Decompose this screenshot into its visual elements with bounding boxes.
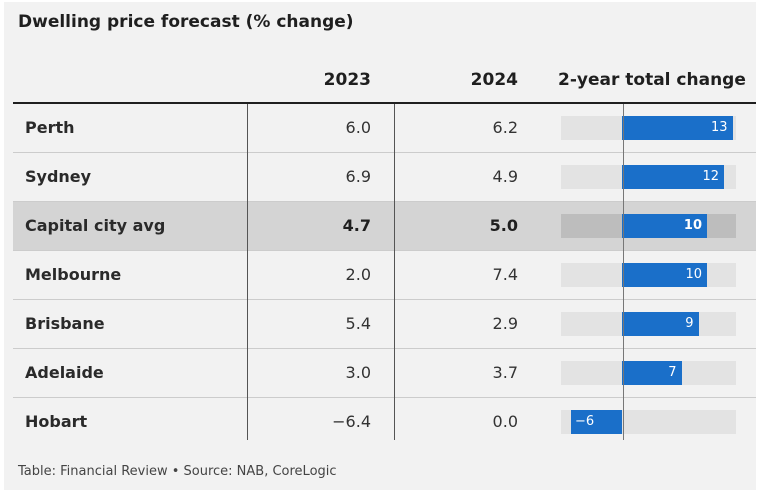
table-row: Sydney 6.9 4.9 12 [13,153,756,202]
table-row: Hobart −6.4 0.0 −6 [13,398,756,446]
value-2024: 6.2 [492,118,518,137]
value-2024: 5.0 [489,216,518,235]
column-divider-2 [394,104,395,440]
value-2024: 2.9 [492,314,518,333]
bar-value-label: −6 [575,414,595,429]
value-2024: 7.4 [492,265,518,284]
value-2023: 6.0 [345,118,371,137]
value-2024: 3.7 [492,363,518,382]
total-change-bar [622,312,699,336]
value-2023: 5.4 [345,314,371,333]
header-total-change: 2-year total change [558,70,746,90]
header-2023: 2023 [323,70,371,90]
zero-axis-line [623,104,624,440]
bar-value-label: 10 [685,267,702,282]
total-change-bar [622,361,682,385]
city-name: Melbourne [25,265,122,284]
table-row: Brisbane 5.4 2.9 9 [13,300,756,349]
bar-value-label: 7 [668,365,677,380]
value-2024: 0.0 [492,412,518,431]
header-2024: 2024 [470,70,518,90]
chart-title: Dwelling price forecast (% change) [18,12,354,32]
table-row: Melbourne 2.0 7.4 10 [13,251,756,300]
value-2024: 4.9 [492,167,518,186]
header-rule [13,102,756,104]
city-name: Brisbane [25,314,105,333]
column-divider-1 [247,104,248,440]
total-change-bar [622,214,707,238]
table-row: Capital city avg 4.7 5.0 10 [13,202,756,251]
value-2023: 4.7 [342,216,371,235]
table-body: Perth 6.0 6.2 13 Sydney 6.9 4.9 12 Capital city … [13,104,756,446]
bar-value-label: 9 [685,316,694,331]
chart-frame: Dwelling price forecast (% change) 2023 … [4,2,756,490]
value-2023: 2.0 [345,265,371,284]
bar-value-label: 10 [683,218,702,233]
city-name: Sydney [25,167,92,186]
city-name: Hobart [25,412,88,431]
city-name: Capital city avg [25,216,166,235]
bar-value-label: 12 [702,169,719,184]
value-2023: −6.4 [332,412,371,431]
city-name: Perth [25,118,75,137]
total-change-bar [622,165,724,189]
source-footer: Table: Financial Review • Source: NAB, C… [18,464,337,479]
city-name: Adelaide [25,363,104,382]
table-row: Adelaide 3.0 3.7 7 [13,349,756,398]
table-header-row: 2023 2024 2-year total change [4,62,756,102]
table-row: Perth 6.0 6.2 13 [13,104,756,153]
value-2023: 6.9 [345,167,371,186]
value-2023: 3.0 [345,363,371,382]
total-change-bar [622,263,707,287]
total-change-bar [622,116,733,140]
bar-value-label: 13 [710,120,728,135]
total-change-bar [571,410,622,434]
